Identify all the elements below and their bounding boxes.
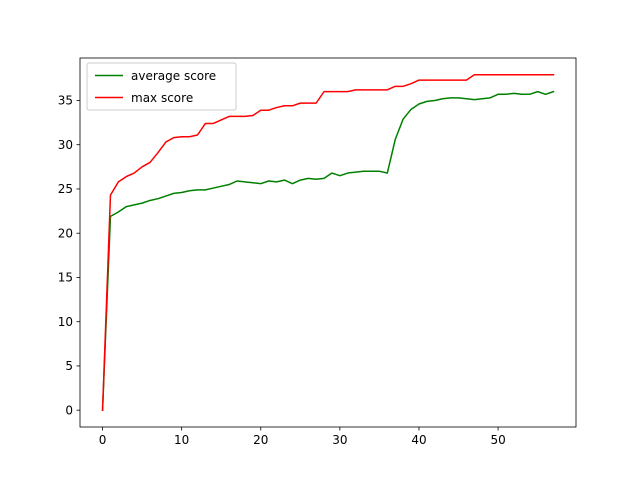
x-tick-label: 20 bbox=[253, 433, 268, 447]
y-tick-label: 35 bbox=[58, 94, 73, 108]
legend-label-average-score: average score bbox=[131, 69, 216, 83]
y-tick-label: 25 bbox=[58, 182, 73, 196]
axes-frame bbox=[79, 57, 577, 428]
y-tick-label: 0 bbox=[65, 403, 73, 417]
series-line-max-score bbox=[101, 74, 555, 411]
legend: average score max score bbox=[86, 62, 237, 111]
x-tick-label: 50 bbox=[490, 433, 505, 447]
y-tick-label: 30 bbox=[58, 138, 73, 152]
series-line-average-score bbox=[101, 90, 555, 411]
x-tick-label: 0 bbox=[99, 433, 107, 447]
y-tick-label: 10 bbox=[58, 315, 73, 329]
y-tick-label: 15 bbox=[58, 271, 73, 285]
legend-label-max-score: max score bbox=[131, 91, 193, 105]
x-tick-label: 30 bbox=[332, 433, 347, 447]
axes: 0 10 20 30 40 50 0 5 10 15 20 25 30 35 bbox=[58, 57, 577, 447]
x-tick-label: 10 bbox=[174, 433, 189, 447]
plot-area bbox=[101, 74, 555, 411]
y-tick-label: 20 bbox=[58, 226, 73, 240]
y-tick-label: 5 bbox=[65, 359, 73, 373]
x-tick-label: 40 bbox=[411, 433, 426, 447]
legend-frame bbox=[86, 62, 237, 111]
